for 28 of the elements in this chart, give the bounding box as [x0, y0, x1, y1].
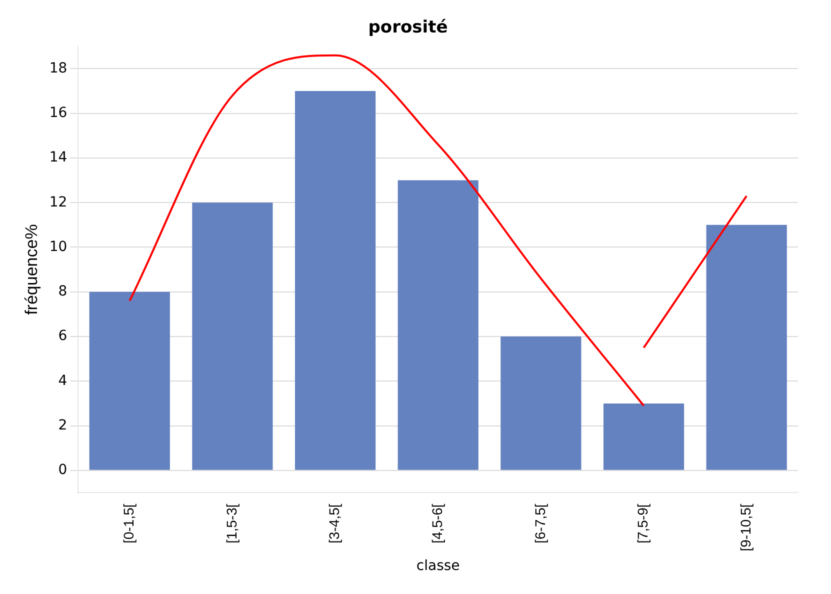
- y-tick-label: 16: [49, 104, 68, 121]
- y-tick-label: 4: [58, 372, 68, 389]
- x-axis-title: classe: [416, 558, 460, 574]
- bar: [89, 292, 170, 470]
- x-tick-label: [6-7,5[: [532, 504, 548, 544]
- bar: [192, 202, 273, 470]
- line-series: [128, 54, 645, 407]
- y-axis-title: fréquence%: [22, 224, 41, 315]
- bar: [294, 91, 376, 470]
- x-tick-label: [0-1,5[: [120, 504, 136, 544]
- y-tick-label: 18: [49, 60, 68, 76]
- y-tick-label: 12: [49, 194, 68, 210]
- x-tick-label: [1,5-3[: [223, 504, 240, 544]
- y-tick-label: 0: [58, 462, 68, 478]
- bar: [706, 224, 787, 470]
- y-tick-label: 8: [58, 284, 68, 300]
- y-tick-label: 14: [49, 150, 68, 166]
- x-tick-label: [9-10,5[: [737, 504, 754, 552]
- bar: [500, 336, 582, 470]
- chart-title: porosité: [368, 18, 448, 38]
- x-tick-label: [4,5-6[: [428, 504, 445, 544]
- bar: [603, 403, 684, 470]
- y-tick-label: 6: [58, 328, 68, 344]
- x-tick-label: [3-4,5[: [326, 504, 342, 544]
- y-tick-label: 2: [58, 417, 68, 434]
- x-tick-label: [7,5-9[: [634, 504, 651, 544]
- bar: [398, 180, 478, 470]
- y-tick-label: 10: [49, 238, 68, 255]
